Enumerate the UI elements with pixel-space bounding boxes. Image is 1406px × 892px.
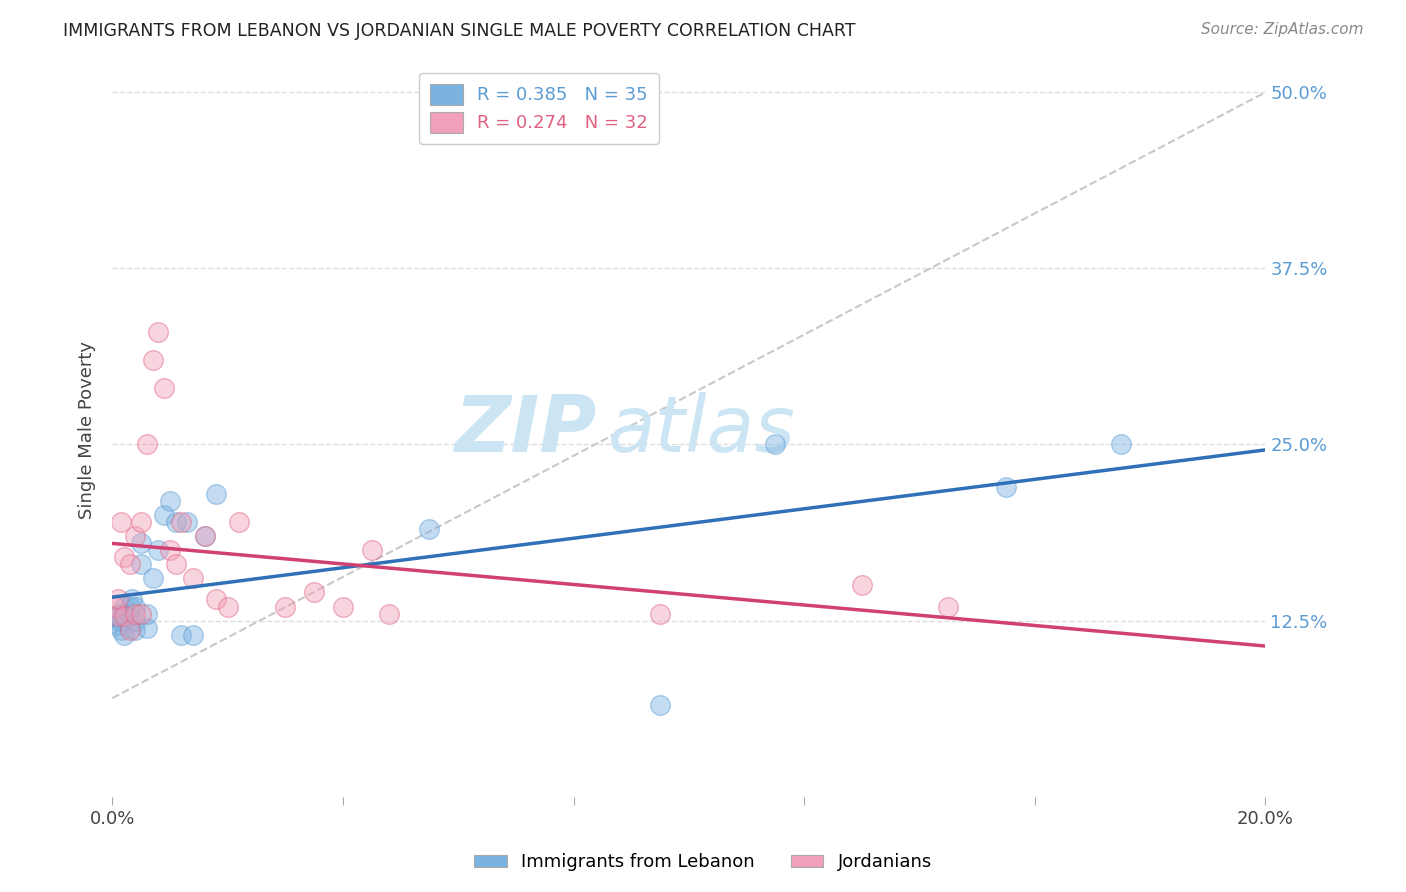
Point: [124, 607, 146, 621]
Point: [110, 624, 132, 638]
Point: [107, 607, 129, 621]
Point: [170, 515, 193, 529]
Point: [274, 599, 297, 614]
Point: [193, 529, 215, 543]
Point: [228, 515, 250, 529]
Point: [153, 508, 176, 522]
Point: [165, 515, 187, 529]
Text: IMMIGRANTS FROM LEBANON VS JORDANIAN SINGLE MALE POVERTY CORRELATION CHART: IMMIGRANTS FROM LEBANON VS JORDANIAN SIN…: [63, 22, 856, 40]
Point: [135, 621, 157, 635]
Point: [193, 529, 215, 543]
Point: [1111, 437, 1133, 451]
Point: [124, 599, 146, 614]
Legend: Immigrants from Lebanon, Jordanians: Immigrants from Lebanon, Jordanians: [467, 847, 939, 879]
Point: [112, 550, 135, 565]
Point: [181, 571, 204, 585]
Point: [124, 624, 146, 638]
Point: [217, 599, 239, 614]
Point: [851, 578, 873, 592]
Point: [763, 437, 786, 451]
Y-axis label: Single Male Poverty: Single Male Poverty: [79, 342, 96, 519]
Point: [129, 536, 152, 550]
Point: [104, 599, 127, 614]
Text: ZIP: ZIP: [454, 392, 596, 468]
Text: Source: ZipAtlas.com: Source: ZipAtlas.com: [1201, 22, 1364, 37]
Point: [648, 607, 671, 621]
Point: [205, 592, 228, 607]
Point: [107, 609, 129, 624]
Point: [124, 529, 146, 543]
Point: [181, 628, 204, 642]
Point: [135, 437, 157, 451]
Point: [378, 607, 401, 621]
Point: [135, 607, 157, 621]
Point: [205, 487, 228, 501]
Point: [112, 607, 135, 621]
Point: [170, 628, 193, 642]
Point: [938, 599, 960, 614]
Point: [110, 515, 132, 529]
Point: [302, 585, 325, 599]
Point: [110, 614, 132, 628]
Point: [115, 609, 138, 624]
Point: [129, 607, 152, 621]
Text: atlas: atlas: [609, 392, 796, 468]
Point: [332, 599, 354, 614]
Point: [118, 621, 141, 635]
Point: [121, 592, 143, 607]
Point: [176, 515, 198, 529]
Point: [995, 480, 1018, 494]
Point: [148, 543, 170, 558]
Point: [165, 558, 187, 572]
Point: [104, 609, 127, 624]
Point: [159, 543, 181, 558]
Point: [112, 599, 135, 614]
Point: [118, 624, 141, 638]
Point: [129, 515, 152, 529]
Point: [148, 325, 170, 339]
Point: [118, 599, 141, 614]
Point: [159, 493, 181, 508]
Point: [124, 614, 146, 628]
Legend: R = 0.385   N = 35, R = 0.274   N = 32: R = 0.385 N = 35, R = 0.274 N = 32: [419, 73, 658, 144]
Point: [107, 592, 129, 607]
Point: [129, 558, 152, 572]
Point: [360, 543, 382, 558]
Point: [112, 628, 135, 642]
Point: [418, 522, 440, 536]
Point: [142, 571, 165, 585]
Point: [142, 353, 165, 368]
Point: [118, 609, 141, 624]
Point: [112, 609, 135, 624]
Point: [107, 618, 129, 632]
Point: [153, 381, 176, 395]
Point: [648, 698, 671, 713]
Point: [118, 558, 141, 572]
